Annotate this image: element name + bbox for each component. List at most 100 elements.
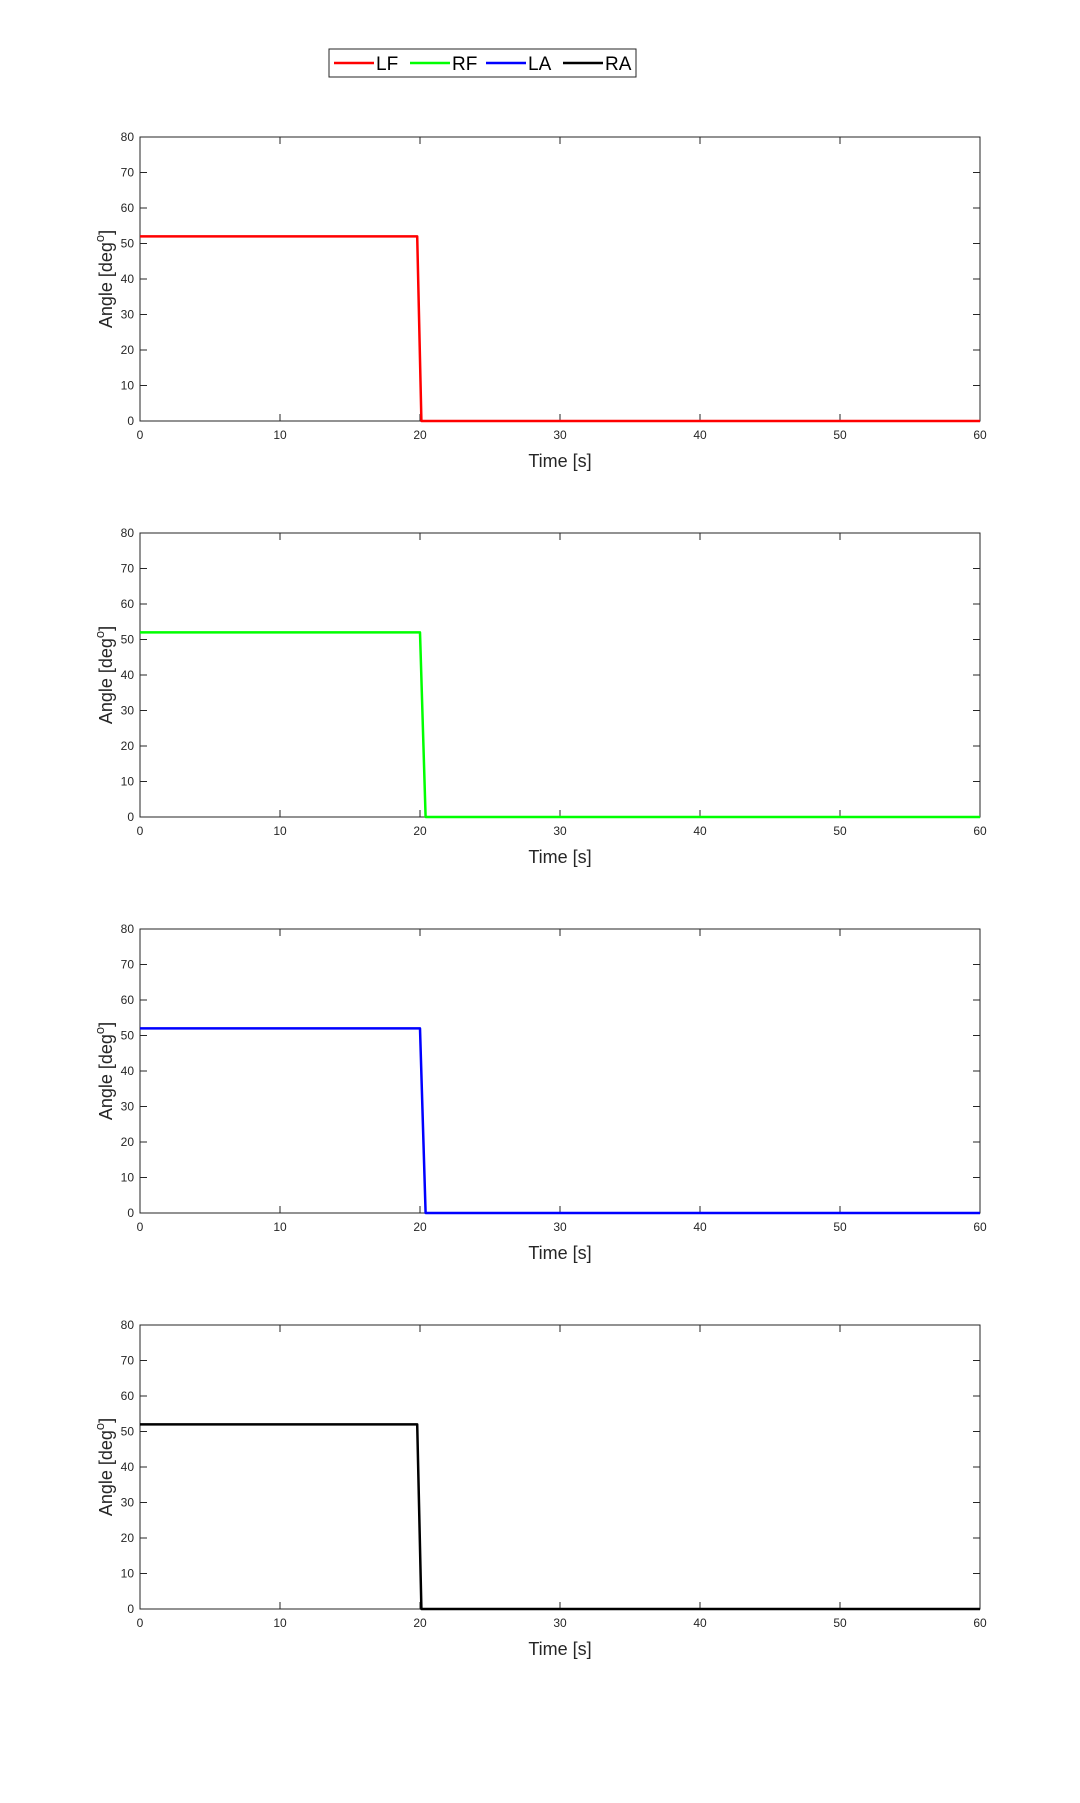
y-axis-title: Angle [dego] <box>92 626 116 724</box>
x-tick-label: 0 <box>137 1616 144 1630</box>
y-axis-title-sup: o <box>92 1423 107 1430</box>
legend-label-lf: LF <box>376 54 398 75</box>
y-axis-title-main: Angle [deg <box>96 1034 116 1120</box>
chart-1: 0 10 20 30 40 50 60 0 10 20 30 40 50 60 70 80 Time [s] An… <box>92 130 987 471</box>
y-axis-title-sup: o <box>92 1027 107 1034</box>
series-line-rf <box>140 631 980 819</box>
y-tick-label: 40 <box>121 668 135 682</box>
y-axis-title-sup: o <box>92 235 107 242</box>
y-tick-label: 40 <box>121 272 135 286</box>
x-tick-label: 50 <box>833 428 847 442</box>
x-axis-title: Time [s] <box>528 451 591 471</box>
y-axis-title: Angle [dego] <box>92 230 116 328</box>
x-tick-label: 50 <box>833 1220 847 1234</box>
y-tick-label: 20 <box>121 1135 135 1149</box>
y-tick-label: 40 <box>121 1460 135 1474</box>
charts: 0 10 20 30 40 50 60 0 10 20 30 40 50 60 70 80 Time [s] An… <box>92 130 987 1659</box>
x-axis-title: Time [s] <box>528 1639 591 1659</box>
y-tick-label: 60 <box>121 201 135 215</box>
series-line-la <box>140 1027 980 1215</box>
x-tick-label: 50 <box>833 824 847 838</box>
y-axis-title-close: ] <box>96 1022 116 1027</box>
plot-area <box>139 136 981 422</box>
y-tick-label: 0 <box>127 1602 134 1616</box>
y-tick-label: 60 <box>121 597 135 611</box>
x-tick-label: 10 <box>273 1220 287 1234</box>
y-tick-label: 30 <box>121 1100 135 1114</box>
x-tick-label: 40 <box>693 1220 707 1234</box>
x-tick-label: 30 <box>553 824 567 838</box>
y-axis-title: Angle [dego] <box>92 1418 116 1516</box>
x-axis-title: Time [s] <box>528 1243 591 1263</box>
y-tick-label: 30 <box>121 308 135 322</box>
plot-area <box>139 532 981 818</box>
y-tick-label: 0 <box>127 810 134 824</box>
y-tick-label: 60 <box>121 993 135 1007</box>
x-tick-label: 20 <box>413 1616 427 1630</box>
x-tick-label: 20 <box>413 428 427 442</box>
y-tick-label: 20 <box>121 739 135 753</box>
x-tick-label: 60 <box>973 428 987 442</box>
x-tick-label: 30 <box>553 1220 567 1234</box>
plot-area <box>139 1324 981 1610</box>
y-tick-label: 20 <box>121 1531 135 1545</box>
y-tick-label: 30 <box>121 704 135 718</box>
y-axis-title-sup: o <box>92 631 107 638</box>
y-axis-title-close: ] <box>96 1418 116 1423</box>
y-tick-label: 10 <box>121 1171 135 1185</box>
y-tick-label: 10 <box>121 379 135 393</box>
y-tick-label: 80 <box>121 1318 135 1332</box>
series-line-ra <box>140 1423 980 1611</box>
y-tick-label: 80 <box>121 130 135 144</box>
y-axis-title-main: Angle [deg <box>96 242 116 328</box>
legend-label-rf: RF <box>452 54 477 75</box>
y-tick-label: 0 <box>127 414 134 428</box>
y-axis-title-main: Angle [deg <box>96 638 116 724</box>
y-axis-title-main: Angle [deg <box>96 1430 116 1516</box>
y-tick-label: 20 <box>121 343 135 357</box>
x-tick-label: 60 <box>973 1220 987 1234</box>
legend-label-ra: RA <box>605 54 632 75</box>
y-tick-label: 30 <box>121 1496 135 1510</box>
y-axis-title-close: ] <box>96 626 116 631</box>
y-tick-label: 10 <box>121 1567 135 1581</box>
x-tick-label: 20 <box>413 1220 427 1234</box>
x-tick-label: 40 <box>693 428 707 442</box>
y-tick-label: 0 <box>127 1206 134 1220</box>
y-tick-label: 60 <box>121 1389 135 1403</box>
x-tick-label: 30 <box>553 1616 567 1630</box>
y-axis-title: Angle [dego] <box>92 1022 116 1120</box>
x-tick-label: 10 <box>273 1616 287 1630</box>
y-tick-label: 70 <box>121 958 135 972</box>
legend-label-la: LA <box>528 54 552 75</box>
series-line-lf <box>140 235 980 423</box>
x-tick-label: 0 <box>137 824 144 838</box>
chart-3: 0 10 20 30 40 50 60 0 10 20 30 40 50 60 70 80 Time [s] An… <box>92 922 987 1263</box>
legend: LF RF LA RA <box>328 48 637 78</box>
y-axis-title-close: ] <box>96 230 116 235</box>
x-tick-label: 20 <box>413 824 427 838</box>
y-tick-label: 50 <box>121 633 135 647</box>
x-tick-label: 0 <box>137 428 144 442</box>
x-tick-label: 40 <box>693 1616 707 1630</box>
x-tick-label: 60 <box>973 824 987 838</box>
x-axis-title: Time [s] <box>528 847 591 867</box>
chart-4: 0 10 20 30 40 50 60 0 10 20 30 40 50 60 70 80 Time [s] An… <box>92 1318 987 1659</box>
x-tick-label: 10 <box>273 824 287 838</box>
x-tick-label: 50 <box>833 1616 847 1630</box>
chart-2: 0 10 20 30 40 50 60 0 10 20 30 40 50 60 70 80 Time [s] An… <box>92 526 987 867</box>
x-tick-label: 10 <box>273 428 287 442</box>
y-tick-label: 70 <box>121 166 135 180</box>
x-tick-label: 0 <box>137 1220 144 1234</box>
x-tick-label: 60 <box>973 1616 987 1630</box>
y-tick-label: 50 <box>121 1029 135 1043</box>
y-tick-label: 40 <box>121 1064 135 1078</box>
x-tick-label: 40 <box>693 824 707 838</box>
y-tick-label: 70 <box>121 1354 135 1368</box>
y-tick-label: 50 <box>121 1425 135 1439</box>
y-tick-label: 10 <box>121 775 135 789</box>
plot-area <box>139 928 981 1214</box>
y-tick-label: 80 <box>121 526 135 540</box>
y-tick-label: 80 <box>121 922 135 936</box>
y-tick-label: 70 <box>121 562 135 576</box>
